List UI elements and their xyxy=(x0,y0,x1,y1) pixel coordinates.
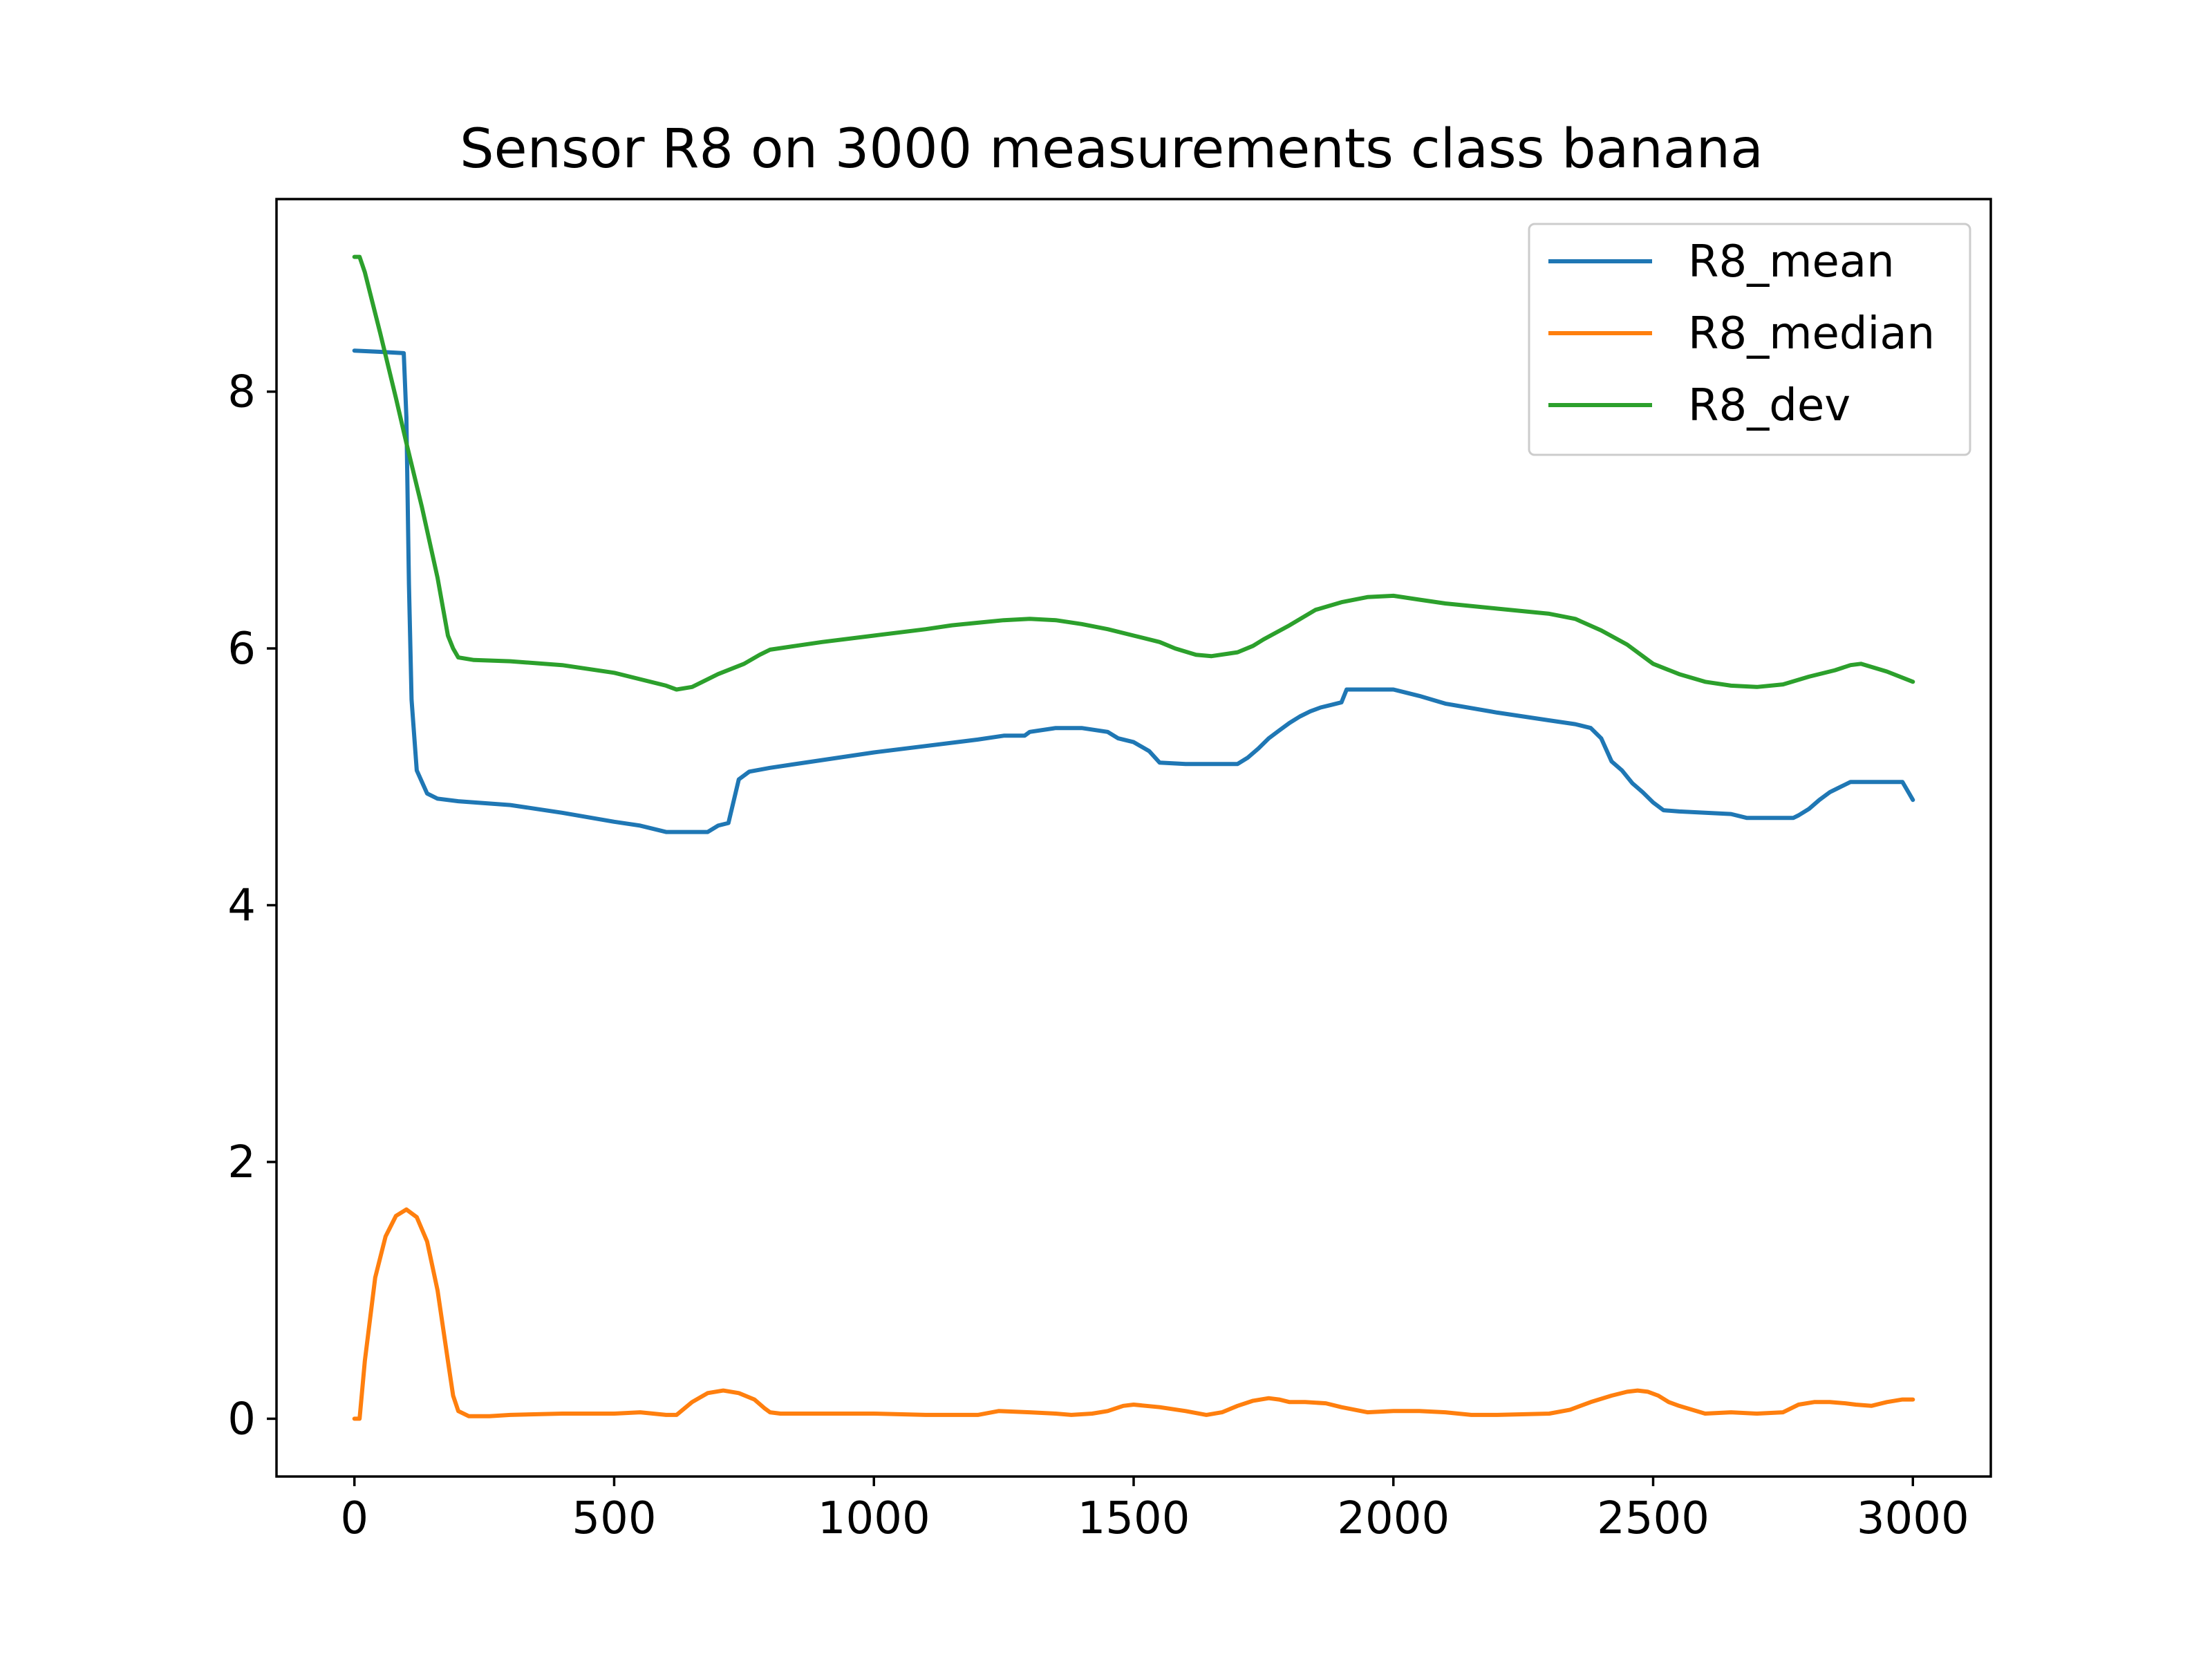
y-tick-label: 0 xyxy=(227,1394,256,1445)
x-axis: 0 500 1000 1500 2000 2500 3000 xyxy=(340,1477,1969,1544)
x-tick-label: 500 xyxy=(572,1493,656,1544)
chart-title: Sensor R8 on 3000 measurements class ban… xyxy=(460,118,1763,180)
x-tick-label: 1500 xyxy=(1078,1493,1190,1544)
series-line-R8_dev xyxy=(352,254,1915,692)
series-line-R8_mean xyxy=(352,348,1915,834)
y-tick-label: 8 xyxy=(227,367,256,418)
x-tick-label: 0 xyxy=(340,1493,368,1544)
legend-box xyxy=(1528,223,1971,456)
legend: R8_mean R8_median R8_dev xyxy=(1528,223,1971,456)
x-tick-label: 3000 xyxy=(1857,1493,1969,1544)
series-layer xyxy=(352,254,1915,1421)
y-axis: 0 2 4 6 8 xyxy=(227,367,276,1445)
series-line-R8_median xyxy=(352,1207,1915,1421)
x-tick-label: 2000 xyxy=(1337,1493,1450,1544)
x-tick-label: 1000 xyxy=(818,1493,930,1544)
legend-label-R8_dev: R8_dev xyxy=(1688,380,1850,431)
legend-label-R8_median: R8_median xyxy=(1688,308,1935,359)
legend-label-R8_mean: R8_mean xyxy=(1688,236,1895,288)
y-tick-label: 4 xyxy=(227,881,256,932)
y-tick-label: 6 xyxy=(227,624,256,675)
x-tick-label: 2500 xyxy=(1597,1493,1709,1544)
y-tick-label: 2 xyxy=(227,1137,256,1188)
